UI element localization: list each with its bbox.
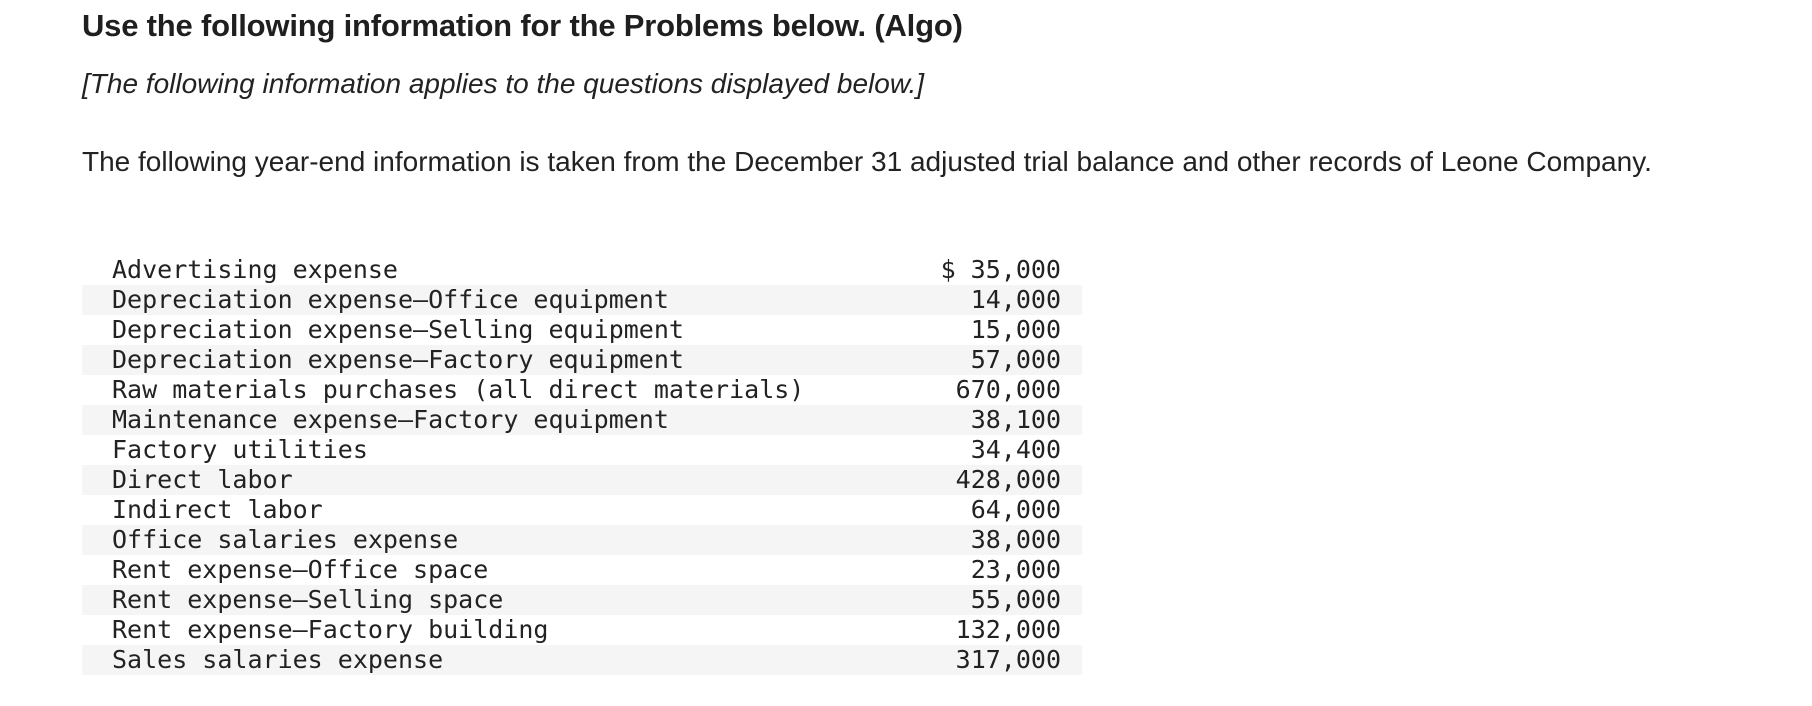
account-name: Depreciation expense—Selling equipment xyxy=(112,315,684,344)
account-amount: 317,000 xyxy=(955,645,1061,674)
table-row: Raw materials purchases (all direct mate… xyxy=(82,375,1082,405)
account-name: Rent expense—Factory building xyxy=(112,615,549,644)
account-amount: 38,100 xyxy=(970,405,1061,434)
account-name: Direct labor xyxy=(112,465,293,494)
table-row: Factory utilities 34,400 xyxy=(82,435,1082,465)
account-amount: $ 35,000 xyxy=(940,255,1061,284)
account-amount: 34,400 xyxy=(970,435,1061,464)
account-amount: 428,000 xyxy=(955,465,1061,494)
account-name: Rent expense—Office space xyxy=(112,555,489,584)
account-name: Indirect labor xyxy=(112,495,323,524)
table-row: Office salaries expense 38,000 xyxy=(82,525,1082,555)
instructions-note: [The following information applies to th… xyxy=(82,68,925,99)
account-amount: 15,000 xyxy=(970,315,1061,344)
account-amount: 23,000 xyxy=(970,555,1061,584)
problem-intro: The following year-end information is ta… xyxy=(82,146,1652,177)
table-row: Sales salaries expense 317,000 xyxy=(82,645,1082,675)
table-row: Rent expense—Selling space 55,000 xyxy=(82,585,1082,615)
account-name: Sales salaries expense xyxy=(112,645,444,674)
account-name: Depreciation expense—Office equipment xyxy=(112,285,669,314)
page-title: Use the following information for the Pr… xyxy=(82,8,963,43)
account-name: Factory utilities xyxy=(112,435,368,464)
account-name: Office salaries expense xyxy=(112,525,459,554)
account-amount: 670,000 xyxy=(955,375,1061,404)
account-amount: 55,000 xyxy=(970,585,1061,614)
account-name: Raw materials purchases (all direct mate… xyxy=(112,375,805,404)
table-row: Advertising expense $ 35,000 xyxy=(82,255,1082,285)
account-amount: 64,000 xyxy=(970,495,1061,524)
table-row: Maintenance expense—Factory equipment 38… xyxy=(82,405,1082,435)
table-row: Depreciation expense—Office equipment 14… xyxy=(82,285,1082,315)
table-row: Depreciation expense—Factory equipment 5… xyxy=(82,345,1082,375)
table-row: Rent expense—Factory building 132,000 xyxy=(82,615,1082,645)
account-name: Advertising expense xyxy=(112,255,398,284)
account-amount: 57,000 xyxy=(970,345,1061,374)
account-amount: 132,000 xyxy=(955,615,1061,644)
table-row: Depreciation expense—Selling equipment 1… xyxy=(82,315,1082,345)
account-amount: 14,000 xyxy=(970,285,1061,314)
account-amount: 38,000 xyxy=(970,525,1061,554)
trial-balance-table: Advertising expense $ 35,000 Depreciatio… xyxy=(82,255,1082,675)
table-row: Direct labor 428,000 xyxy=(82,465,1082,495)
table-row: Rent expense—Office space 23,000 xyxy=(82,555,1082,585)
account-name: Rent expense—Selling space xyxy=(112,585,504,614)
table-row: Indirect labor 64,000 xyxy=(82,495,1082,525)
account-name: Maintenance expense—Factory equipment xyxy=(112,405,669,434)
account-name: Depreciation expense—Factory equipment xyxy=(112,345,684,374)
